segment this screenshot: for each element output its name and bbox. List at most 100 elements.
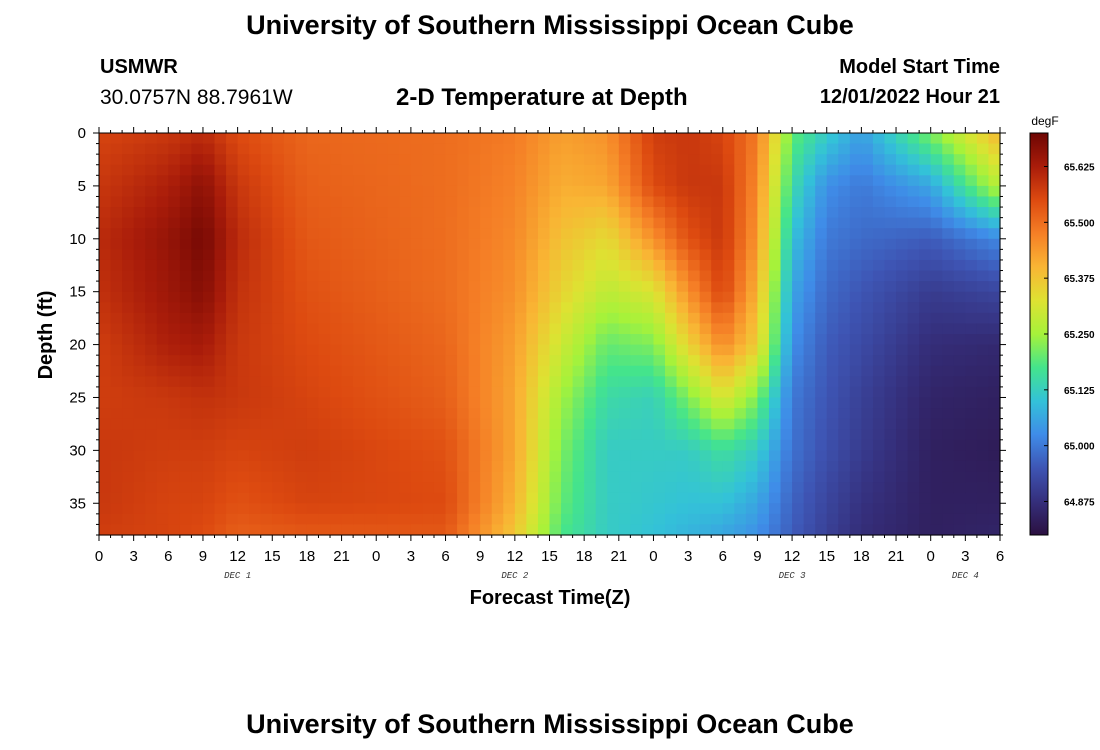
heatmap-cell [202,312,216,325]
heatmap-cell [537,175,551,187]
x-tick-label: 21 [610,548,627,565]
heatmap-cell [433,259,447,272]
heatmap-cell [422,323,435,335]
heatmap-cell [237,302,250,314]
heatmap-cell [226,344,239,356]
heatmap-cell [849,164,862,176]
heatmap-cell [283,418,296,430]
heatmap-cell [122,386,135,399]
heatmap-cell [526,513,539,526]
heatmap-cell [399,334,412,346]
heatmap-cell [768,175,782,187]
heatmap-cell [976,175,990,187]
heatmap-cell [330,513,343,526]
heatmap-cell [665,418,678,430]
heatmap-cell [768,450,782,462]
heatmap-cell [803,524,816,536]
heatmap-cell [699,460,712,473]
heatmap-cell [99,355,112,367]
heatmap-cell [145,143,158,155]
heatmap-cell [468,482,481,494]
heatmap-cell [561,492,574,504]
heatmap-cell [965,228,978,240]
heatmap-cell [122,355,135,367]
heatmap-cell [919,450,932,462]
heatmap-cell [757,196,770,208]
heatmap-cell [641,249,655,261]
heatmap-cell [838,196,851,208]
heatmap-cell [826,207,839,219]
heatmap-cell [445,133,458,145]
heatmap-cell [676,249,689,261]
heatmap-cell [803,482,816,494]
heatmap-cell [330,386,343,399]
heatmap-cell [133,429,146,441]
heatmap-cell [919,334,932,346]
heatmap-cell [214,524,227,536]
heatmap-cell [445,217,458,229]
heatmap-cell [653,302,666,314]
heatmap-cell [110,513,123,526]
heatmap-cell [584,503,597,515]
heatmap-cell [734,217,747,229]
heatmap-cell [676,418,689,430]
heatmap-cell [364,334,377,346]
heatmap-cell [665,291,678,303]
heatmap-cell [191,207,204,219]
heatmap-cell [99,185,112,198]
heatmap-cell [179,228,193,240]
heatmap-cell [768,185,782,198]
heatmap-cell [457,471,470,483]
heatmap-cell [861,408,874,420]
heatmap-cell [399,503,412,515]
heatmap-cell [237,365,250,377]
heatmap-cell [387,439,400,451]
heatmap-cell [260,408,273,420]
heatmap-cell [688,355,701,367]
heatmap-cell [376,429,389,441]
heatmap-cell [861,334,874,346]
heatmap-cell [572,482,585,494]
heatmap-cell [942,217,955,229]
heatmap-cell [699,386,712,399]
heatmap-cell [156,344,169,356]
heatmap-cell [376,259,389,272]
heatmap-cell [168,207,181,219]
heatmap-cell [133,175,146,187]
heatmap-cell [942,450,955,462]
heatmap-cell [988,133,1001,145]
heatmap-cell [699,450,712,462]
heatmap-cell [237,249,250,261]
heatmap-cell [584,386,597,399]
heatmap-cell [884,513,897,526]
heatmap-cell [110,334,123,346]
heatmap-cell [306,355,320,367]
heatmap-cell [803,429,816,441]
heatmap-cell [122,513,135,526]
heatmap-cell [318,291,331,303]
heatmap-cell [410,302,424,314]
heatmap-cell [561,291,574,303]
heatmap-cell [826,238,839,250]
heatmap-cell [907,503,920,515]
heatmap-cell [607,471,620,483]
heatmap-cell [341,450,354,462]
heatmap-cell [976,471,990,483]
heatmap-cell [711,492,724,504]
heatmap-cell [179,323,193,335]
heatmap-cell [514,344,527,356]
heatmap-cell [757,408,770,420]
heatmap-cell [122,291,135,303]
heatmap-cell [919,323,932,335]
heatmap-cell [826,291,839,303]
heatmap-cell [815,386,828,399]
heatmap-cell [480,164,493,176]
heatmap-cell [665,344,678,356]
heatmap-cell [133,164,146,176]
heatmap-cell [272,365,285,377]
heatmap-cell [607,143,620,155]
heatmap-cell [491,386,504,399]
heatmap-cell [780,143,793,155]
heatmap-cell [976,270,990,282]
heatmap-cell [907,492,920,504]
